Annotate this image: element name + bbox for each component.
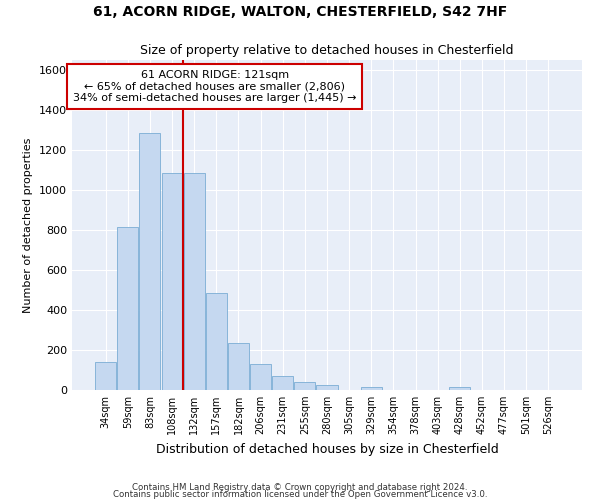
Bar — [361, 387, 382, 390]
Bar — [250, 364, 271, 390]
Y-axis label: Number of detached properties: Number of detached properties — [23, 138, 34, 312]
Bar — [316, 384, 338, 390]
Bar — [161, 173, 182, 390]
Bar — [206, 293, 227, 390]
Text: Contains HM Land Registry data © Crown copyright and database right 2024.: Contains HM Land Registry data © Crown c… — [132, 484, 468, 492]
Title: Size of property relative to detached houses in Chesterfield: Size of property relative to detached ho… — [140, 44, 514, 58]
Text: Contains public sector information licensed under the Open Government Licence v3: Contains public sector information licen… — [113, 490, 487, 499]
Text: 61, ACORN RIDGE, WALTON, CHESTERFIELD, S42 7HF: 61, ACORN RIDGE, WALTON, CHESTERFIELD, S… — [93, 5, 507, 19]
Text: 61 ACORN RIDGE: 121sqm
← 65% of detached houses are smaller (2,806)
34% of semi-: 61 ACORN RIDGE: 121sqm ← 65% of detached… — [73, 70, 356, 103]
X-axis label: Distribution of detached houses by size in Chesterfield: Distribution of detached houses by size … — [155, 442, 499, 456]
Bar — [184, 173, 205, 390]
Bar — [139, 133, 160, 390]
Bar — [449, 387, 470, 390]
Bar — [95, 362, 116, 390]
Bar — [228, 343, 249, 390]
Bar — [118, 227, 139, 390]
Bar — [295, 382, 316, 390]
Bar — [272, 376, 293, 390]
